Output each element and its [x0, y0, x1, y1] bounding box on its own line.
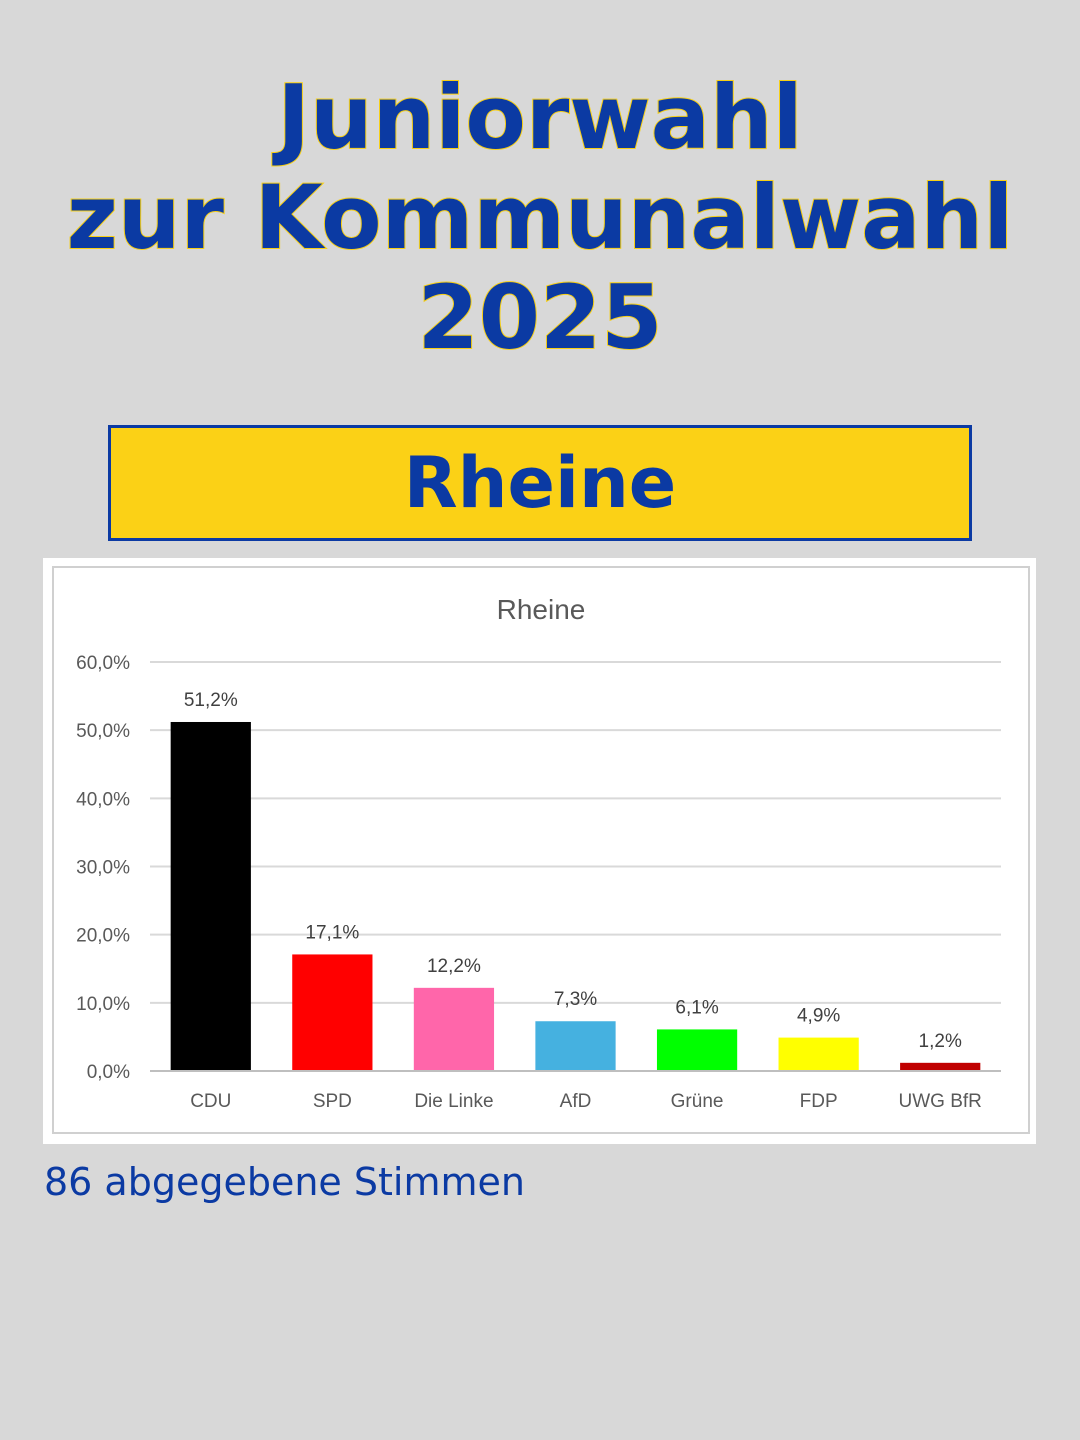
data-label: 12,2%	[427, 956, 481, 977]
data-label: 1,2%	[919, 1031, 962, 1052]
y-tick-label: 40,0%	[76, 789, 130, 810]
x-tick-label: UWG BfR	[899, 1091, 982, 1112]
bar-cdu	[170, 721, 251, 1071]
bar-grüne	[656, 1029, 738, 1071]
bar-fdp	[778, 1037, 859, 1071]
chart-panel: Rheine 0,0% 10,0% 20,0% 30,0% 40,0% 50,0% 60,0…	[43, 558, 1036, 1144]
bar-spd	[292, 954, 373, 1071]
bar-chart: Rheine 0,0% 10,0% 20,0% 30,0% 40,0% 50,0% 60,0…	[52, 566, 1030, 1134]
y-tick-label: 30,0%	[76, 858, 130, 879]
title-line-1: Juniorwahl	[276, 66, 804, 169]
chart-frame	[52, 566, 1030, 1134]
votes-count: 86 abgegebene Stimmen	[44, 1160, 525, 1204]
location-banner: Rheine	[108, 425, 972, 541]
x-tick-label: SPD	[313, 1091, 352, 1112]
y-tick-label: 60,0%	[76, 653, 130, 674]
y-tick-label: 20,0%	[76, 926, 130, 947]
title-line-3: 2025	[417, 266, 664, 369]
data-label: 4,9%	[797, 1006, 840, 1027]
y-tick-label: 10,0%	[76, 994, 130, 1015]
y-tick-label: 0,0%	[87, 1062, 130, 1083]
x-tick-label: FDP	[800, 1091, 838, 1112]
y-tick-label: 50,0%	[76, 721, 130, 742]
x-tick-label: CDU	[190, 1091, 231, 1112]
x-tick-label: Grüne	[671, 1091, 724, 1112]
chart-title: Rheine	[497, 594, 586, 625]
data-label: 51,2%	[184, 690, 238, 711]
data-label: 7,3%	[554, 989, 597, 1010]
x-tick-label: AfD	[560, 1091, 592, 1112]
data-label: 6,1%	[675, 997, 718, 1018]
data-label: 17,1%	[305, 922, 359, 943]
x-tick-label: Die Linke	[414, 1091, 493, 1112]
bar-uwg-bfr	[900, 1062, 981, 1071]
bar-afd	[535, 1021, 616, 1071]
bar-die-linke	[413, 987, 495, 1071]
page-title: Juniorwahl zur Kommunalwahl 2025	[0, 66, 1080, 369]
location-label: Rheine	[403, 442, 677, 524]
title-line-2: zur Kommunalwahl	[66, 166, 1015, 269]
